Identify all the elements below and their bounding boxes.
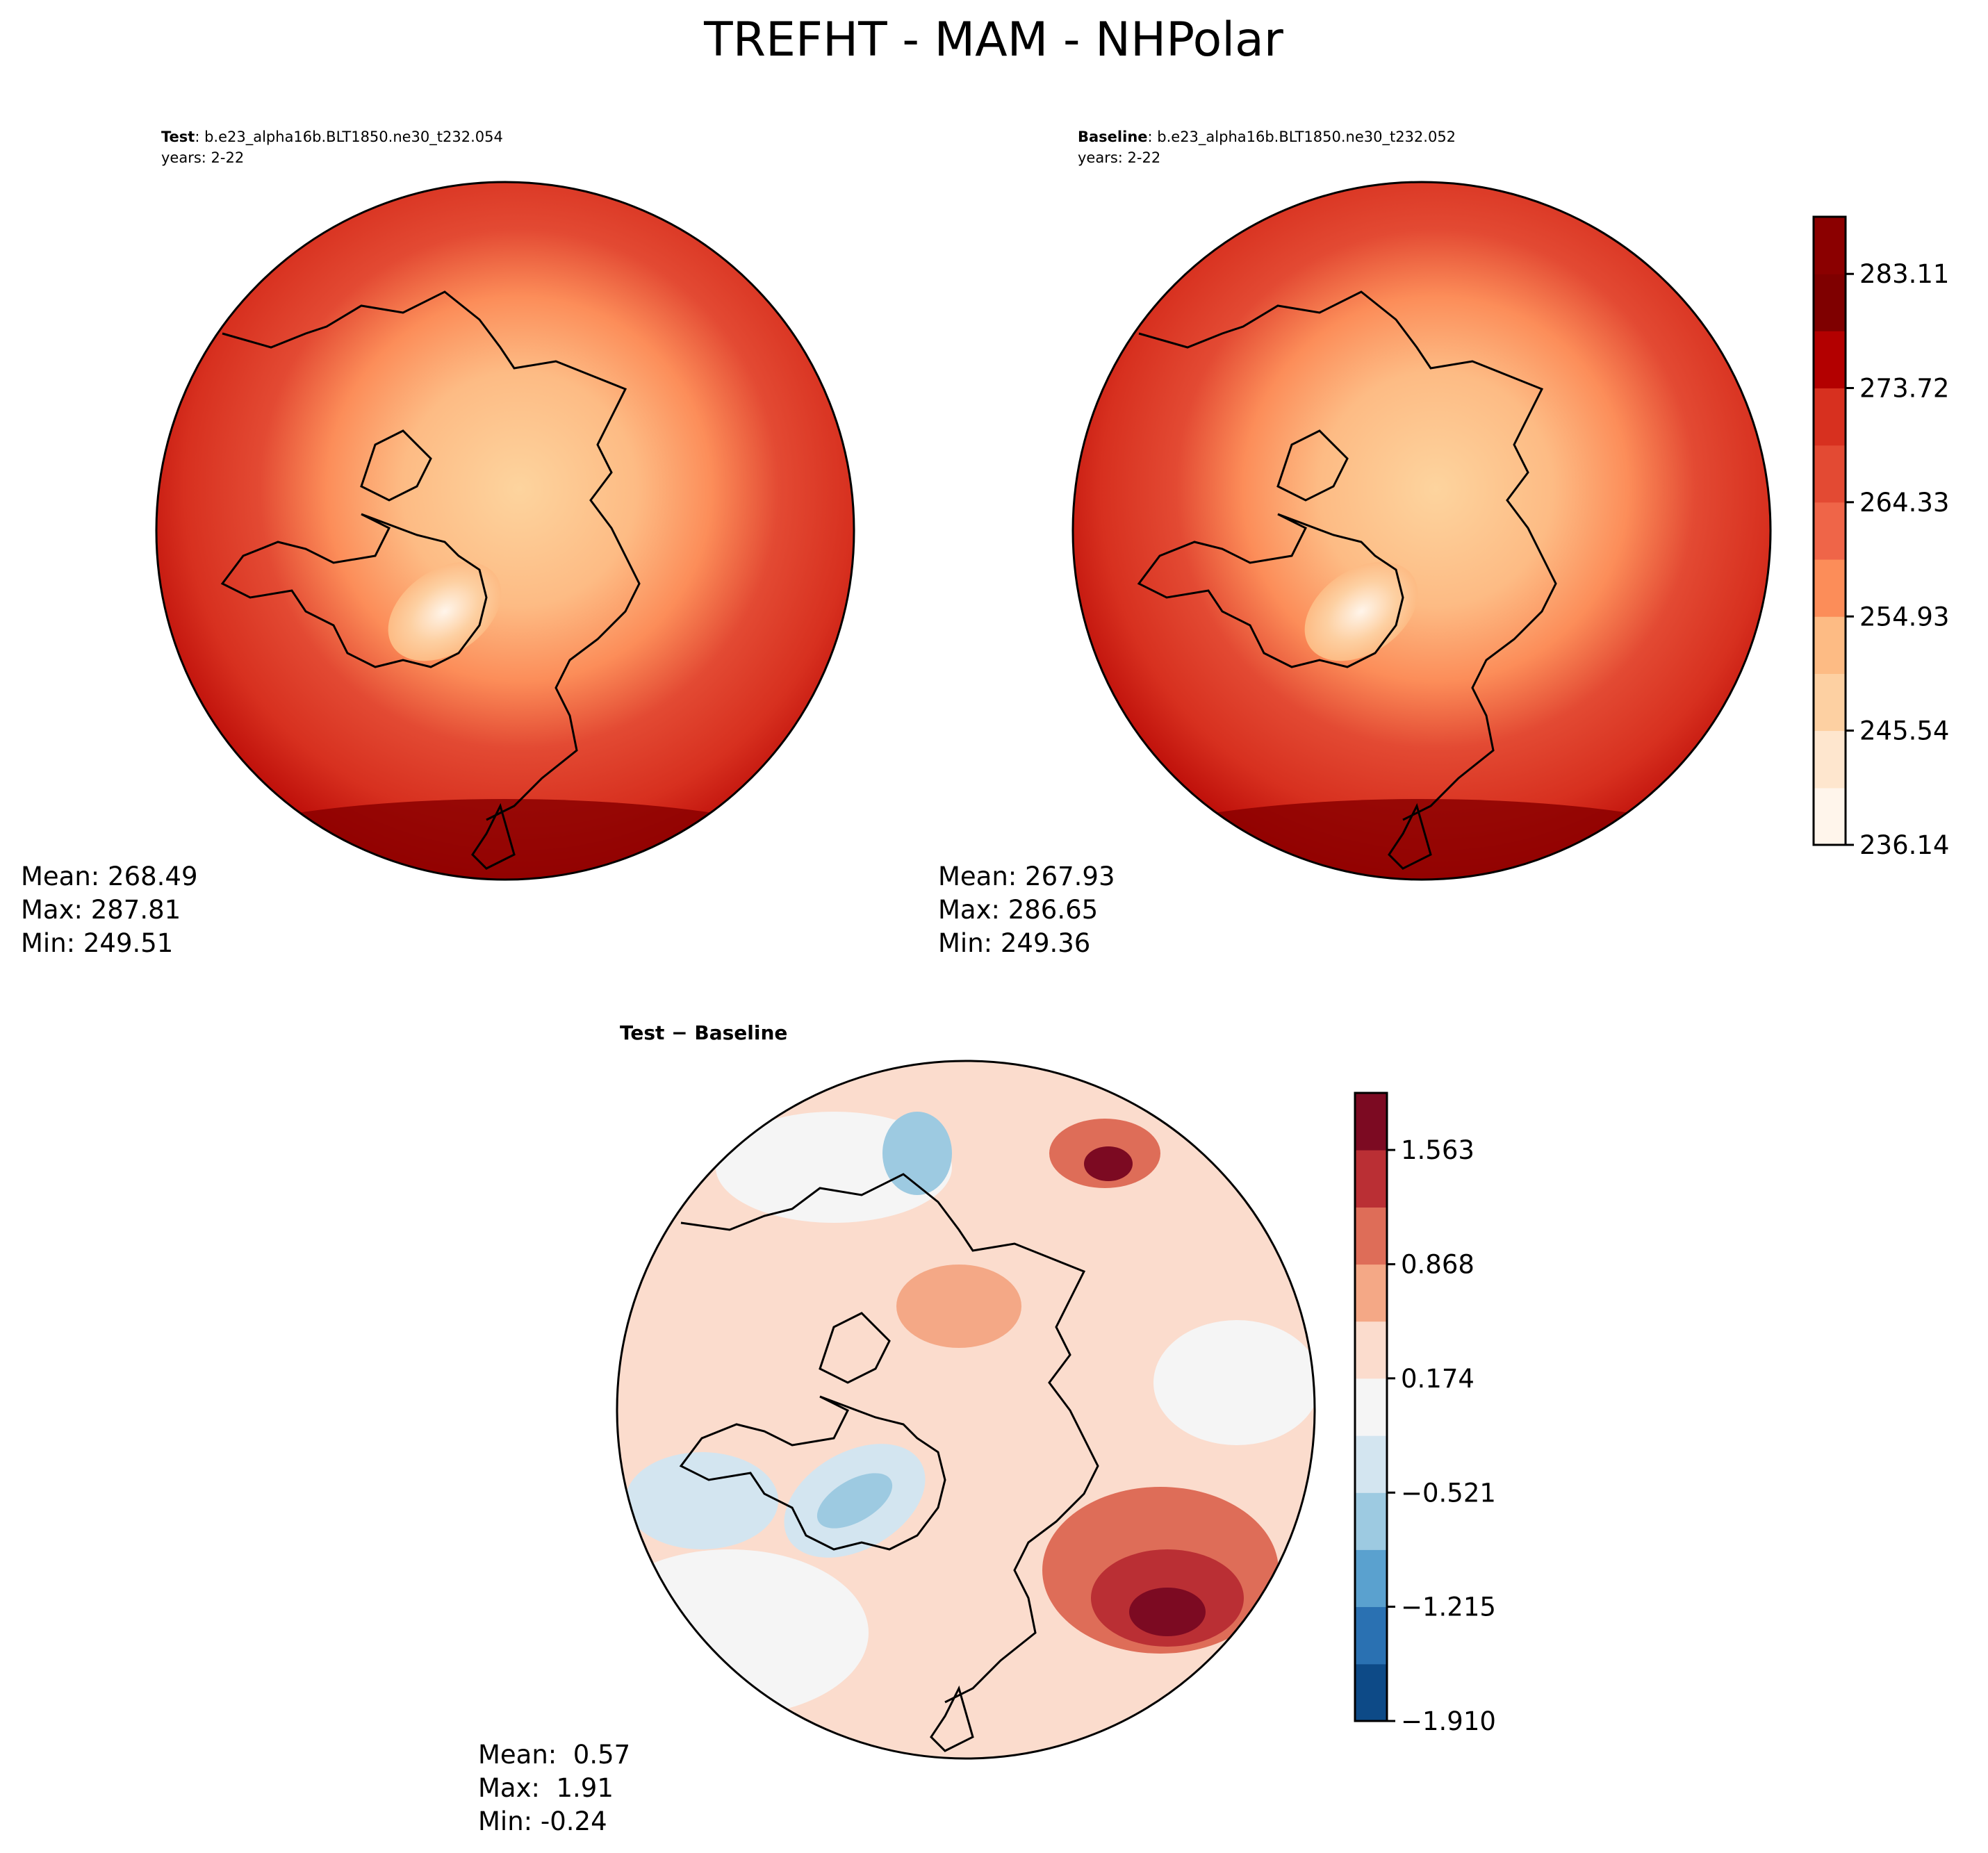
diff-map-cool-area-3: [882, 1112, 952, 1195]
diff-colorbar-frame: [1354, 1092, 1388, 1722]
figure-title: TREFHT - MAM - NHPolar: [703, 13, 1283, 67]
main-colorbar-tick-label: 264.33: [1859, 488, 1949, 518]
diff-map-warm-core-3: [1084, 1146, 1133, 1181]
diff-colorbar-tick-label: 0.868: [1401, 1250, 1474, 1280]
diff-map-warm-core-2: [1129, 1588, 1206, 1636]
main-colorbar-segment: [1814, 616, 1846, 674]
test-map: [156, 182, 854, 880]
diff-map-coastlines: [679, 1173, 1099, 1752]
test-max: Max: 287.81: [21, 895, 181, 925]
diff-colorbar-segment: [1355, 1321, 1387, 1379]
main-colorbar-segment: [1814, 445, 1846, 503]
baseline-panel: Baseline: b.e23_alpha16b.BLT1850.ne30_t2…: [938, 129, 1772, 958]
main-colorbar-segment: [1814, 673, 1846, 732]
main-colorbar-segment: [1814, 559, 1846, 617]
main-colorbar-segment: [1814, 388, 1846, 446]
test-map-field: [156, 182, 854, 880]
diff-colorbar-tick-label: −0.521: [1401, 1478, 1496, 1508]
diff-colorbar-tick-label: −1.215: [1401, 1592, 1496, 1622]
test-map-greenland-cold: [388, 561, 502, 661]
diff-colorbar-segment: [1355, 1378, 1387, 1436]
baseline-mean: Mean: 267.93: [938, 862, 1115, 891]
diff-colorbar-segment: [1355, 1207, 1387, 1265]
diff-map-warm-area-1: [896, 1265, 1021, 1348]
diff-colorbar-segment: [1355, 1663, 1387, 1722]
test-map-border: [155, 181, 855, 881]
main-colorbar-tick-label: 245.54: [1859, 716, 1949, 746]
baseline-label-case: : b.e23_alpha16b.BLT1850.ne30_t232.052: [1148, 129, 1456, 146]
main-colorbar-segment: [1814, 274, 1846, 331]
diff-colorbar-segment: [1355, 1549, 1387, 1608]
diff-colorbar-segment: [1355, 1606, 1387, 1665]
baseline-label-bold: Baseline: [1078, 129, 1148, 145]
baseline-map-border: [1071, 181, 1772, 881]
diff-colorbar-tick-label: 1.563: [1401, 1135, 1474, 1165]
test-years: years: 2-22: [161, 149, 244, 166]
baseline-years: years: 2-22: [1078, 149, 1160, 166]
baseline-panel-label: Baseline: b.e23_alpha16b.BLT1850.ne30_t2…: [1078, 129, 1456, 146]
test-label-bold: Test: [161, 129, 195, 145]
main-colorbar: 236.14 245.54 254.93 264.33 273.72 283.11: [1812, 215, 1949, 860]
diff-map-neutral-area-3: [1153, 1320, 1315, 1445]
diff-colorbar: −1.910 −1.215 −0.521 0.174 0.868 1.563: [1354, 1092, 1496, 1736]
diff-mean: Mean: 0.57: [478, 1740, 630, 1770]
test-min: Min: 249.51: [21, 928, 173, 958]
diff-map-cool-core: [816, 1473, 893, 1529]
main-colorbar-segment: [1814, 787, 1846, 846]
diff-colorbar-tick-label: −1.910: [1401, 1706, 1496, 1736]
main-colorbar-frame: [1812, 215, 1847, 846]
main-colorbar-tick-label: 273.72: [1859, 374, 1949, 404]
diff-map-neutral-area-2: [617, 1549, 869, 1716]
main-colorbar-tick-label: 254.93: [1859, 602, 1949, 632]
baseline-min: Min: 249.36: [938, 928, 1090, 958]
main-colorbar-segment: [1814, 730, 1846, 789]
baseline-max: Max: 286.65: [938, 895, 1098, 925]
diff-colorbar-segment: [1355, 1264, 1387, 1322]
diff-map-cool-area-1: [625, 1452, 778, 1549]
diff-panel: Test − Baseline Mean: 0.57 Max: 1.91 Min…: [478, 1021, 1316, 1836]
diff-colorbar-segment: [1355, 1093, 1387, 1151]
main-colorbar-segment: [1814, 331, 1846, 389]
main-colorbar-tick-label: 236.14: [1859, 830, 1949, 860]
diff-colorbar-segment: [1355, 1150, 1387, 1208]
main-colorbar-segment: [1814, 217, 1846, 274]
main-colorbar-tick-label: 283.11: [1859, 259, 1949, 289]
diff-panel-label: Test − Baseline: [620, 1021, 787, 1044]
baseline-map: [1073, 182, 1771, 880]
diff-colorbar-segment: [1355, 1492, 1387, 1550]
test-panel-label: Test: b.e23_alpha16b.BLT1850.ne30_t232.0…: [161, 129, 503, 146]
baseline-map-field: [1073, 182, 1771, 880]
test-map-coastlines: [220, 290, 641, 870]
baseline-map-greenland-cold: [1304, 561, 1418, 661]
diff-max: Max: 1.91: [478, 1773, 614, 1803]
diff-min: Min: -0.24: [478, 1806, 607, 1836]
test-label-case: : b.e23_alpha16b.BLT1850.ne30_t232.054: [195, 129, 503, 146]
diff-map-border: [616, 1060, 1316, 1760]
diff-colorbar-tick-label: 0.174: [1401, 1364, 1474, 1394]
main-colorbar-segment: [1814, 502, 1846, 560]
test-mean: Mean: 268.49: [21, 862, 198, 891]
diff-map: [617, 1061, 1315, 1759]
baseline-map-coastlines: [1137, 290, 1557, 870]
test-panel: Test: b.e23_alpha16b.BLT1850.ne30_t232.0…: [21, 129, 855, 958]
diff-colorbar-segment: [1355, 1435, 1387, 1493]
